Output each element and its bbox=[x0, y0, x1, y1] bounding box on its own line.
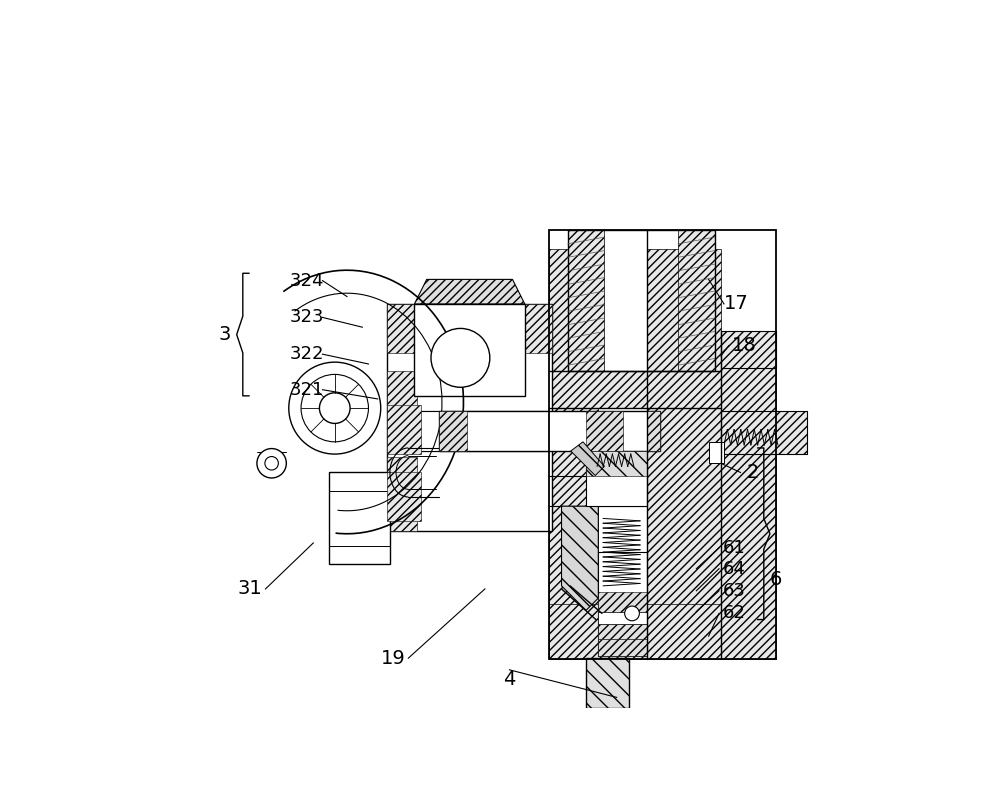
Bar bbox=[329, 473, 390, 564]
Text: 17: 17 bbox=[724, 295, 749, 314]
Circle shape bbox=[289, 362, 381, 454]
Bar bbox=[414, 304, 525, 396]
Bar bbox=[417, 412, 549, 451]
Text: 4: 4 bbox=[503, 669, 516, 689]
Bar bbox=[721, 331, 776, 369]
Text: 2: 2 bbox=[747, 463, 759, 482]
Text: 6: 6 bbox=[770, 570, 782, 589]
Bar bbox=[497, 304, 552, 353]
Text: 63: 63 bbox=[723, 582, 746, 599]
Bar bbox=[721, 331, 776, 369]
Text: 18: 18 bbox=[732, 336, 757, 355]
Bar bbox=[647, 248, 721, 659]
Bar bbox=[549, 604, 721, 659]
Bar bbox=[721, 353, 776, 659]
Polygon shape bbox=[562, 506, 598, 611]
Bar bbox=[387, 371, 417, 433]
Bar bbox=[387, 304, 552, 531]
Bar bbox=[586, 658, 629, 708]
Circle shape bbox=[257, 449, 286, 478]
Bar bbox=[598, 624, 647, 639]
Bar bbox=[549, 248, 598, 659]
Text: 323: 323 bbox=[290, 308, 324, 326]
Text: 324: 324 bbox=[290, 271, 324, 290]
Bar bbox=[549, 230, 776, 659]
Bar bbox=[598, 592, 647, 611]
Bar bbox=[598, 611, 647, 624]
Text: 3: 3 bbox=[218, 325, 231, 344]
Bar bbox=[709, 442, 724, 463]
Bar bbox=[568, 230, 604, 371]
Bar bbox=[568, 230, 715, 371]
Bar bbox=[549, 371, 721, 408]
Bar bbox=[721, 412, 807, 454]
Circle shape bbox=[319, 392, 350, 423]
Bar bbox=[647, 412, 660, 451]
Bar bbox=[387, 304, 417, 353]
Text: 322: 322 bbox=[290, 345, 324, 363]
Polygon shape bbox=[571, 442, 604, 475]
Bar bbox=[598, 552, 647, 657]
Bar bbox=[586, 451, 647, 475]
Bar bbox=[387, 405, 421, 454]
Bar bbox=[598, 639, 647, 657]
Text: 62: 62 bbox=[723, 604, 746, 622]
Circle shape bbox=[625, 606, 639, 621]
Text: 64: 64 bbox=[723, 560, 746, 578]
Bar bbox=[439, 412, 660, 451]
Bar bbox=[721, 412, 807, 454]
Bar bbox=[439, 412, 467, 451]
Text: 321: 321 bbox=[290, 380, 324, 399]
Bar bbox=[387, 457, 417, 531]
Polygon shape bbox=[414, 279, 525, 304]
Bar bbox=[586, 412, 623, 451]
Bar bbox=[586, 451, 647, 506]
Bar bbox=[586, 658, 629, 708]
Circle shape bbox=[431, 329, 490, 388]
Text: 31: 31 bbox=[238, 579, 263, 599]
Text: 61: 61 bbox=[723, 539, 746, 557]
Bar bbox=[678, 230, 715, 371]
Bar bbox=[387, 473, 421, 521]
Text: 19: 19 bbox=[381, 649, 405, 668]
